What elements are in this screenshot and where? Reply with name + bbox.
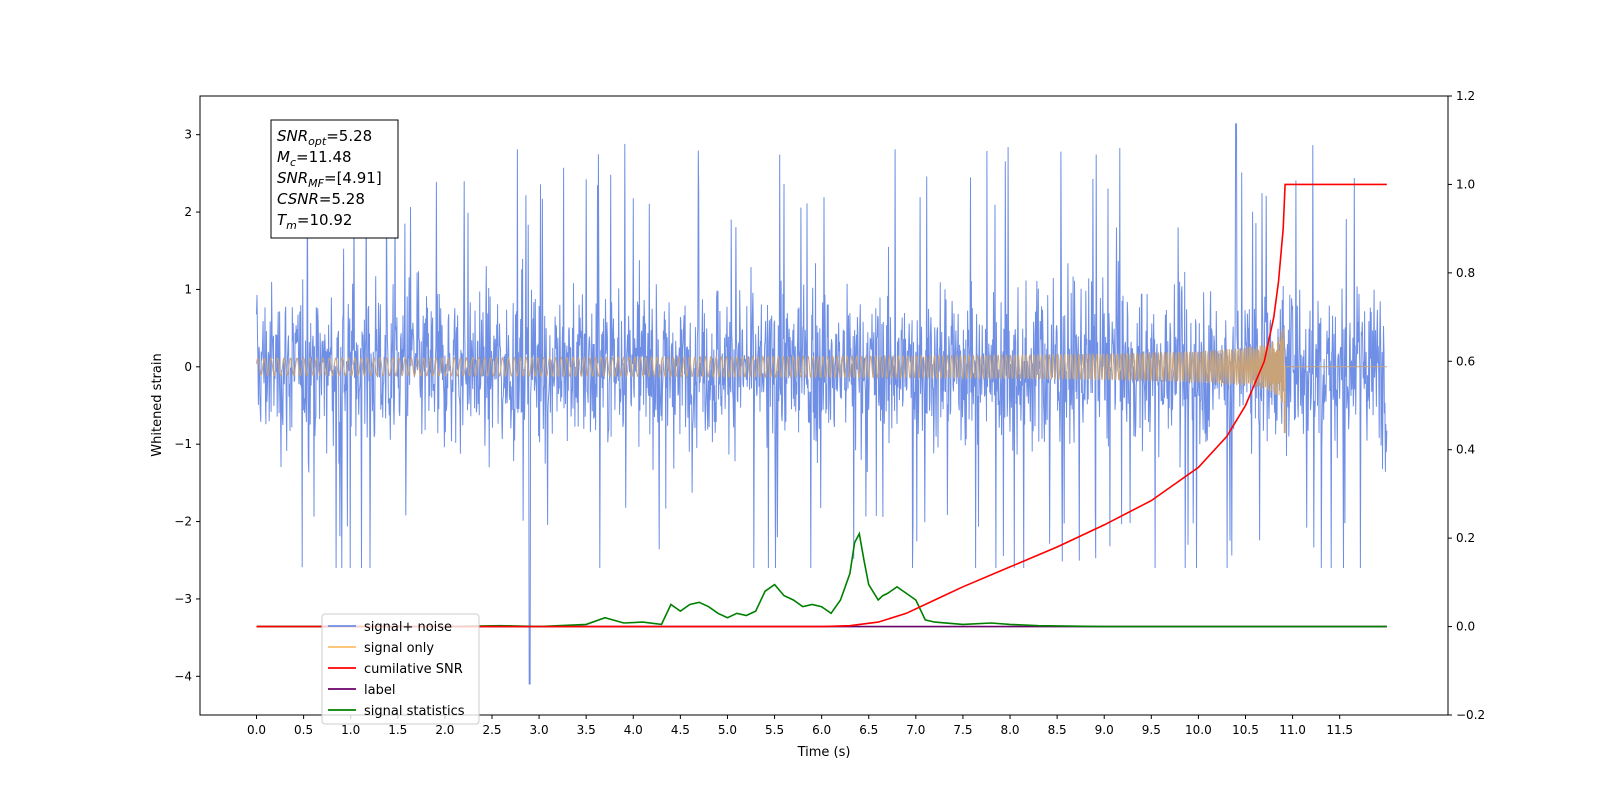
x-tick-label: 1.0	[341, 723, 360, 737]
x-tick-label: 5.5	[765, 723, 784, 737]
x-tick-label: 9.0	[1095, 723, 1114, 737]
legend: signal+ noise signal only cumilative SNR la…	[321, 613, 480, 725]
y2-tick-label: 0.8	[1456, 266, 1475, 280]
x-tick-label: 7.0	[906, 723, 925, 737]
series-signal-noise	[256, 123, 1388, 685]
legend-label: signal only	[364, 641, 434, 656]
x-tick-label: 0.0	[247, 723, 266, 737]
y-tick-label: 3	[184, 128, 192, 142]
y2-tick-label: 1.0	[1456, 177, 1475, 191]
y-tick-label: −1	[174, 437, 192, 451]
x-tick-label: 6.0	[812, 723, 831, 737]
y-tick-label: 0	[184, 360, 192, 374]
annotation-line: SNRMF=[4.91]	[277, 169, 382, 190]
legend-frame	[321, 613, 480, 725]
annotation-line: Tm=10.92	[277, 211, 352, 232]
legend-label: cumilative SNR	[364, 662, 463, 677]
legend-label: signal+ noise	[364, 620, 452, 635]
y2-tick-label: 1.2	[1456, 89, 1475, 103]
x-tick-label: 0.5	[294, 723, 313, 737]
x-tick-label: 2.5	[482, 723, 501, 737]
y-axis-label: Whitened strain	[150, 353, 165, 456]
y2-tick-label: 0.0	[1456, 620, 1475, 634]
x-tick-label: 4.0	[624, 723, 643, 737]
y-tick-label: 1	[184, 282, 192, 296]
x-tick-label: 4.5	[671, 723, 690, 737]
x-tick-label: 11.5	[1326, 723, 1353, 737]
x-tick-label: 9.5	[1142, 723, 1161, 737]
plot-frame	[199, 95, 1449, 716]
annotation-line: CSNR=5.28	[277, 190, 365, 208]
annotation-frame	[270, 119, 399, 239]
x-tick-label: 10.5	[1232, 723, 1259, 737]
x-tick-label: 8.5	[1048, 723, 1067, 737]
x-tick-label: 5.0	[718, 723, 737, 737]
x-tick-label: 1.5	[388, 723, 407, 737]
x-tick-label: 11.0	[1279, 723, 1306, 737]
series-signal-statistics	[256, 531, 1387, 628]
y2-tick-label: 0.4	[1456, 443, 1475, 457]
stats-annotation: SNRopt=5.28Mc=11.48SNRMF=[4.91]CSNR=5.28…	[270, 119, 399, 239]
x-tick-label: 8.0	[1000, 723, 1019, 737]
annotation-line: SNRopt=5.28	[277, 127, 372, 148]
x-tick-label: 10.0	[1185, 723, 1212, 737]
x-axis-label: Time (s)	[797, 745, 851, 760]
series-cumulative-snr	[256, 183, 1387, 628]
x-tick-label: 3.5	[577, 723, 596, 737]
legend-label: label	[364, 683, 395, 698]
annotation-line: Mc=11.48	[277, 148, 352, 169]
y-tick-label: −3	[174, 592, 192, 606]
legend-label: signal statistics	[364, 704, 465, 719]
y2-tick-label: −0.2	[1456, 708, 1485, 722]
y-tick-label: −4	[174, 669, 192, 683]
x-tick-label: 2.0	[435, 723, 454, 737]
y2-tick-label: 0.6	[1456, 354, 1475, 368]
series-signal-only	[256, 327, 1387, 434]
y2-tick-label: 0.2	[1456, 531, 1475, 545]
x-tick-label: 3.0	[530, 723, 549, 737]
y-tick-label: 2	[184, 205, 192, 219]
y-tick-label: −2	[174, 515, 192, 529]
x-tick-label: 7.5	[953, 723, 972, 737]
x-tick-label: 6.5	[859, 723, 878, 737]
